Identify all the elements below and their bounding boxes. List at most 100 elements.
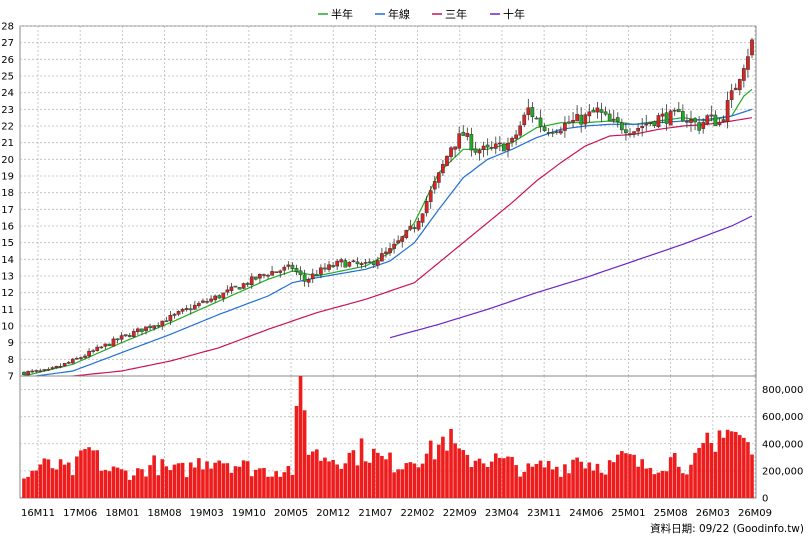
candle-body-85	[367, 261, 372, 264]
candle-177	[742, 64, 746, 88]
candle-body-155	[652, 121, 657, 127]
candle-body-63	[278, 270, 283, 273]
candle-47	[213, 294, 218, 303]
candle-68	[298, 266, 303, 281]
candle-132	[558, 126, 563, 135]
volume-bar-118	[502, 458, 506, 498]
volume-bar-153	[644, 468, 649, 498]
volume-bar-61	[270, 476, 274, 498]
candle-body-49	[221, 292, 226, 299]
chart-legend: 半年 年線 三年 十年	[318, 7, 525, 21]
candle-body-51	[229, 286, 234, 292]
volume-bar-80	[347, 452, 352, 498]
candle-23	[115, 338, 120, 344]
candle-49	[221, 292, 226, 303]
price-tick-10: 10	[1, 322, 14, 333]
volume-bar-120	[510, 456, 514, 498]
price-candles	[22, 37, 754, 377]
candle-body-34	[160, 320, 165, 327]
price-tick-9: 9	[8, 338, 14, 349]
volume-bar-156	[656, 472, 661, 498]
volume-bar-92	[396, 469, 400, 498]
candle-17	[91, 348, 95, 354]
candle-141	[595, 102, 600, 119]
candle-body-36	[168, 315, 173, 322]
volume-bar-124	[526, 463, 531, 498]
volume-bar-15	[83, 449, 87, 498]
volume-bar-8	[54, 469, 59, 498]
candle-body-81	[351, 260, 356, 263]
price-tick-25: 25	[1, 72, 14, 83]
candle-77	[335, 259, 340, 270]
candle-66	[290, 262, 295, 272]
candle-body-41	[188, 308, 193, 311]
candle-body-134	[567, 121, 571, 124]
volume-bar-132	[559, 476, 563, 498]
candle-8	[54, 365, 59, 369]
legend-label-1: 半年	[331, 7, 353, 21]
candle-body-156	[656, 115, 661, 128]
candle-body-38	[176, 311, 181, 315]
volume-bar-4	[38, 464, 43, 498]
candle-166	[697, 116, 701, 135]
volume-bar-100	[428, 440, 433, 498]
volume-bar-115	[489, 461, 494, 498]
volume-bar-5	[42, 458, 47, 498]
candle-145	[611, 110, 616, 124]
volume-bar-177	[742, 437, 746, 498]
candle-147	[620, 118, 624, 134]
candle-body-158	[664, 112, 669, 124]
candle-body-137	[579, 114, 584, 125]
candle-body-122	[518, 125, 523, 136]
volume-bar-119	[506, 456, 510, 498]
candle-body-88	[380, 253, 384, 262]
candle-body-53	[237, 287, 242, 290]
x-tick-26M03: 26M03	[696, 508, 730, 519]
candle-157	[660, 108, 665, 124]
volume-bar-14	[79, 450, 83, 498]
candle-body-21	[107, 343, 112, 346]
candle-95	[408, 219, 413, 232]
candle-170	[713, 110, 718, 127]
price-tick-18: 18	[1, 188, 14, 199]
candle-body-173	[725, 100, 730, 122]
candle-161	[676, 101, 681, 113]
candle-body-61	[270, 271, 274, 276]
candle-body-154	[648, 122, 653, 125]
candle-87	[375, 256, 380, 270]
volume-bar-166	[697, 447, 701, 498]
candle-50	[225, 285, 230, 296]
price-tick-20: 20	[1, 155, 14, 166]
price-grid	[20, 25, 756, 377]
candle-98	[420, 213, 425, 227]
candle-body-125	[530, 107, 535, 118]
candle-155	[652, 120, 657, 129]
candle-body-109	[465, 132, 470, 137]
candle-36	[168, 310, 173, 326]
volume-bar-101	[432, 459, 437, 498]
candle-body-82	[355, 261, 360, 265]
candle-11	[66, 361, 71, 364]
volume-bar-51	[229, 472, 234, 498]
volume-bar-149	[628, 454, 632, 498]
volume-bar-21	[107, 471, 112, 498]
candle-body-40	[184, 308, 189, 310]
volume-bar-147	[620, 451, 624, 498]
volume-bar-126	[534, 463, 539, 498]
candle-body-29	[140, 328, 144, 332]
candle-116	[493, 136, 498, 155]
volume-bar-134	[567, 473, 571, 498]
volume-bar-48	[217, 460, 222, 498]
candle-body-163	[685, 121, 689, 123]
candle-body-115	[489, 147, 494, 149]
volume-bar-122	[518, 476, 522, 498]
candle-body-14	[79, 357, 83, 359]
candle-121	[514, 130, 518, 146]
volume-bar-71	[310, 451, 315, 498]
volume-bar-41	[188, 462, 193, 498]
candle-body-159	[668, 110, 673, 126]
candle-body-24	[119, 335, 124, 340]
candle-body-101	[432, 181, 437, 190]
candle-body-90	[388, 248, 392, 254]
candle-body-87	[375, 260, 380, 266]
